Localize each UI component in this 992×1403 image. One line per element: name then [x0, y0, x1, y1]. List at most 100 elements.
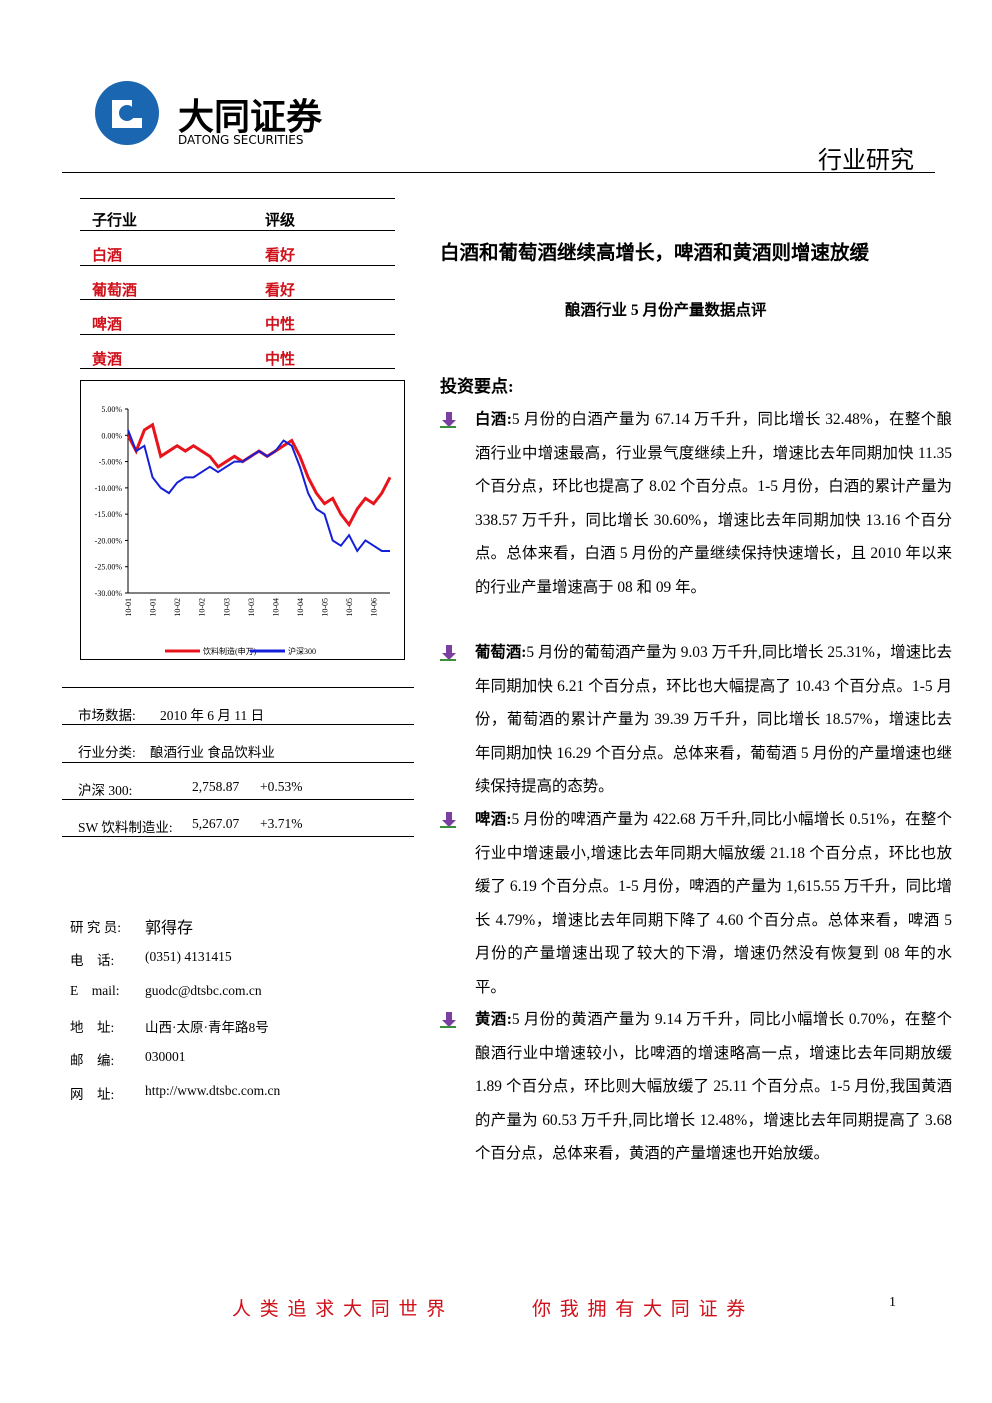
bullet-head: 啤酒:: [475, 811, 512, 828]
rule: [62, 172, 935, 173]
contact-value: (0351) 4131415: [145, 949, 232, 965]
col-head: 评级: [265, 213, 296, 229]
contact-value: 郭得存: [145, 920, 194, 937]
x-tick-label: 10-03: [247, 598, 256, 617]
bullet-icon: [440, 412, 456, 428]
market-value: 2010 年 6 月 11 日: [160, 708, 265, 723]
logo-icon: [95, 81, 159, 145]
x-tick-label: 10-05: [321, 598, 330, 617]
x-tick-label: 10-03: [222, 598, 231, 617]
y-tick-label: -10.00%: [95, 484, 123, 493]
contact-value: 山西·太原·青年路8号: [145, 1019, 269, 1035]
bullet-body: 5 月份的黄酒产量为 9.14 万千升，同比小幅增长 0.70%，在整个酿酒行业…: [475, 1011, 952, 1162]
series-line: [127, 429, 390, 553]
bullet-icon: [440, 645, 456, 661]
contact-label: 电 话:: [70, 953, 115, 969]
sub-industry: 黄酒: [92, 351, 123, 368]
contact-value: guodc@dtsbc.com.cn: [145, 982, 262, 998]
rule: [80, 368, 395, 369]
logo-cn: 大同证券: [178, 97, 323, 138]
rule: [80, 230, 395, 231]
market-label: 行业分类:: [78, 745, 136, 761]
bullet-body: 5 月份的啤酒产量为 422.68 万千升,同比小幅增长 0.51%，在整个行业…: [475, 811, 952, 996]
col-head: 子行业: [92, 213, 138, 229]
sub-industry: 啤酒: [92, 317, 123, 333]
logo-en: DATONG SECURITIES: [178, 133, 304, 147]
legend-label: 沪深300: [288, 646, 316, 656]
rating: 中性: [265, 351, 296, 368]
y-tick-label: -20.00%: [95, 536, 123, 545]
bullet: 黄酒:5 月份的黄酒产量为 9.14 万千升，同比小幅增长 0.70%，在整个酿…: [440, 1003, 952, 1171]
bullet: 葡萄酒:5 月份的葡萄酒产量为 9.03 万千升,同比增长 25.31%，增速比…: [440, 636, 952, 804]
contact-value: http://www.dtsbc.com.cn: [145, 1082, 281, 1098]
sub-industry: 葡萄酒: [92, 282, 138, 299]
bullet-head: 白酒:: [475, 411, 512, 428]
sub-industry: 白酒: [92, 248, 123, 264]
bullet-text: 葡萄酒:5 月份的葡萄酒产量为 9.03 万千升,同比增长 25.31%，增速比…: [475, 636, 952, 804]
rule: [80, 333, 395, 335]
series-line: [126, 422, 392, 528]
bullet-body: 5 月份的葡萄酒产量为 9.03 万千升,同比增长 25.31%，增速比去年同期…: [475, 644, 952, 795]
x-tick-label: 10-02: [173, 598, 182, 617]
market-value: 酿酒行业 食品饮料业: [150, 745, 275, 761]
contact-label: 网 址:: [70, 1086, 115, 1102]
bullet-icon: [440, 1012, 456, 1028]
contact-label: 研 究 员:: [70, 920, 122, 935]
bullet-text: 白酒:5 月份的白酒产量为 67.14 万千升，同比增长 32.48%，在整个酿…: [475, 403, 952, 604]
rating: 中性: [265, 317, 296, 333]
contact-label: 邮 编:: [70, 1053, 115, 1069]
bullet: 啤酒:5 月份的啤酒产量为 422.68 万千升,同比小幅增长 0.51%，在整…: [440, 803, 952, 1004]
x-tick-label: 10-01: [124, 598, 133, 617]
bullet: 白酒:5 月份的白酒产量为 67.14 万千升，同比增长 32.48%，在整个酿…: [440, 403, 952, 604]
bullet-body: 5 月份的白酒产量为 67.14 万千升，同比增长 32.48%，在整个酿酒行业…: [475, 411, 952, 596]
rule: [62, 836, 414, 837]
market-label: 市场数据:: [78, 708, 136, 723]
x-tick-label: 10-04: [271, 598, 280, 617]
rule: [62, 724, 414, 726]
market-change: +0.53%: [260, 778, 303, 794]
subtitle: 酿酒行业 5 月份产量数据点评: [565, 302, 767, 319]
bullet-head: 葡萄酒:: [475, 644, 527, 661]
chart: 5.00% 0.00% -5.00% -10.00% -15.00% -20.00% -25…: [95, 405, 392, 656]
y-tick-label: 0.00%: [101, 431, 122, 440]
market-label: 沪深 300:: [78, 782, 133, 798]
bullet-head: 黄酒:: [475, 1011, 512, 1028]
contact-label: 地 址:: [70, 1019, 115, 1035]
slogan: 人 类 追 求 大 同 世 界: [232, 1299, 448, 1320]
y-tick-label: -30.00%: [95, 589, 123, 598]
x-tick-label: 10-01: [149, 598, 158, 617]
rating: 看好: [265, 248, 296, 264]
page-number: 1: [889, 1295, 896, 1310]
bullet-text: 黄酒:5 月份的黄酒产量为 9.14 万千升，同比小幅增长 0.70%，在整个酿…: [475, 1003, 952, 1171]
y-tick-label: -15.00%: [95, 510, 123, 519]
rule: [62, 798, 414, 800]
heading: 投资要点:: [440, 377, 514, 396]
title: 白酒和葡萄酒继续高增长，啤酒和黄酒则增速放缓: [440, 243, 870, 264]
x-tick-label: 10-06: [370, 598, 379, 617]
contact-label: E mail:: [70, 982, 120, 998]
slogan: 你 我 拥 有 大 同 证 券: [532, 1299, 748, 1320]
x-tick-label: 10-04: [296, 598, 305, 617]
bullet-text: 啤酒:5 月份的啤酒产量为 422.68 万千升,同比小幅增长 0.51%，在整…: [475, 803, 952, 1004]
market-value: 5,267.07: [192, 815, 240, 831]
rule: [62, 761, 414, 763]
chart-frame: [80, 380, 405, 660]
rating: 看好: [265, 282, 296, 299]
legend-label: 饮料制造(申万): [203, 646, 257, 656]
contact-value: 030001: [145, 1049, 186, 1065]
rule: [62, 687, 414, 688]
rule: [80, 198, 395, 199]
rule: [80, 299, 395, 300]
market-change: +3.71%: [260, 815, 303, 831]
y-tick-label: -25.00%: [95, 563, 123, 572]
bullet-icon: [440, 812, 456, 828]
section: 行业研究: [818, 148, 914, 174]
rule: [80, 264, 395, 266]
market-value: 2,758.87: [192, 778, 240, 794]
x-tick-label: 10-02: [198, 598, 207, 617]
market-label: SW 饮料制造业:: [78, 819, 173, 835]
x-tick-label: 10-05: [345, 598, 354, 617]
y-tick-label: -5.00%: [99, 458, 123, 467]
y-tick-label: 5.00%: [101, 405, 122, 414]
